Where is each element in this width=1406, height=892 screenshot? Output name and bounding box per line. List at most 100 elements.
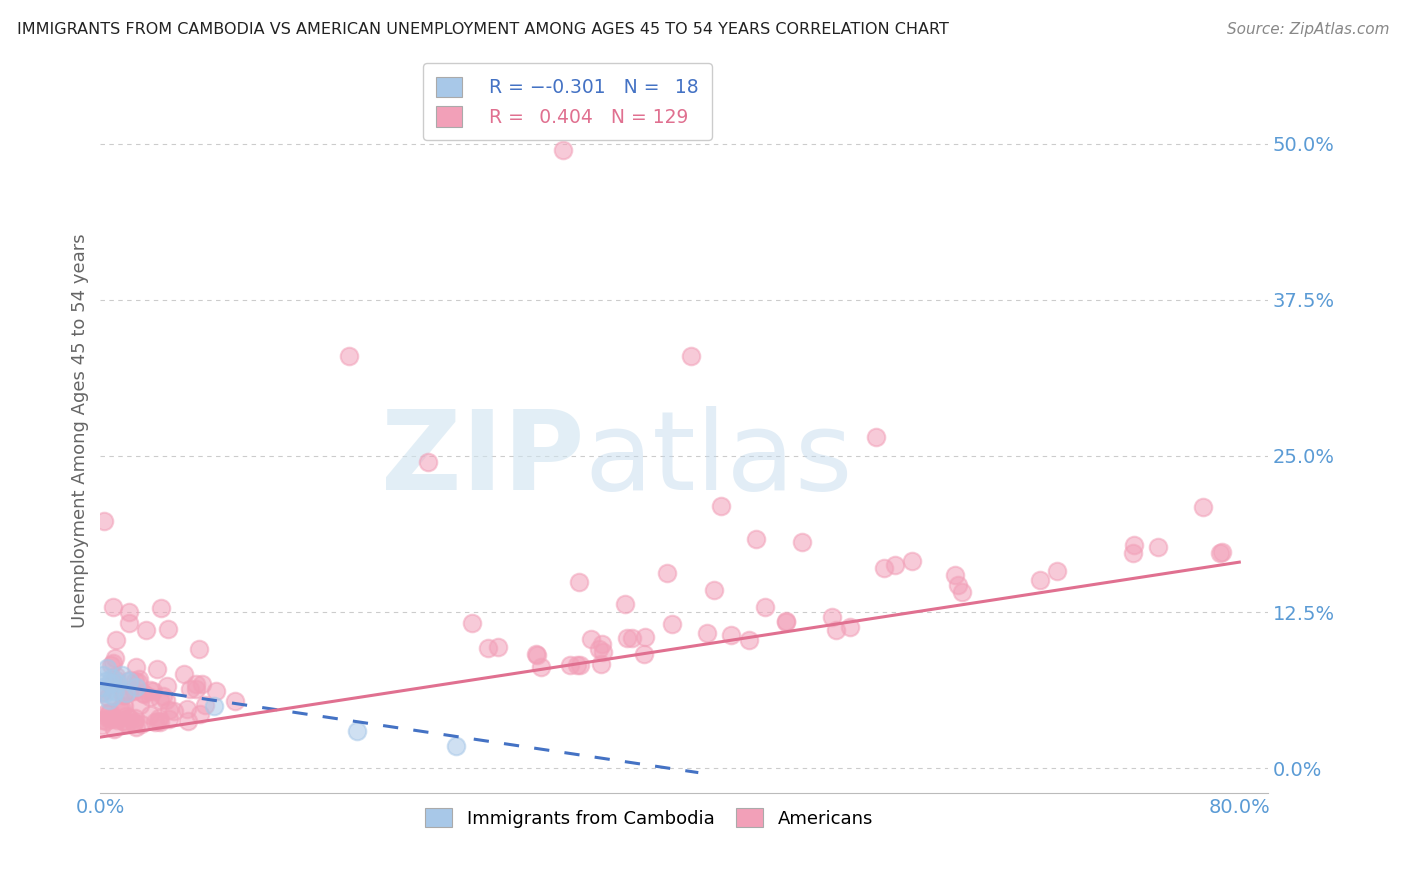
Point xyxy=(97,690,120,705)
Point xyxy=(112,689,135,703)
Point xyxy=(125,720,148,734)
Point xyxy=(94,673,117,688)
Point xyxy=(703,582,725,597)
Point xyxy=(129,698,152,712)
Point xyxy=(94,706,117,720)
Point xyxy=(157,712,180,726)
Point xyxy=(1046,565,1069,579)
Point xyxy=(224,693,246,707)
Point xyxy=(115,708,138,723)
Point xyxy=(131,717,153,731)
Point xyxy=(775,614,797,628)
Point xyxy=(176,702,198,716)
Point xyxy=(477,640,499,655)
Point xyxy=(103,711,125,725)
Point xyxy=(754,599,776,614)
Point xyxy=(821,610,844,624)
Point xyxy=(569,658,592,673)
Point xyxy=(143,714,166,729)
Point xyxy=(124,715,146,730)
Point xyxy=(125,680,148,694)
Point xyxy=(100,672,122,686)
Point xyxy=(634,630,657,644)
Point xyxy=(943,568,966,582)
Point xyxy=(104,673,127,687)
Point xyxy=(125,660,148,674)
Point xyxy=(839,620,862,634)
Point xyxy=(901,554,924,568)
Point xyxy=(486,640,509,654)
Point xyxy=(883,558,905,572)
Point xyxy=(184,677,207,691)
Point xyxy=(205,684,228,698)
Point xyxy=(115,715,138,730)
Point xyxy=(132,686,155,700)
Point xyxy=(104,650,127,665)
Point xyxy=(90,680,112,694)
Point xyxy=(142,684,165,698)
Y-axis label: Unemployment Among Ages 45 to 54 years: Unemployment Among Ages 45 to 54 years xyxy=(72,234,89,628)
Point xyxy=(94,714,117,728)
Point xyxy=(1122,539,1144,553)
Point xyxy=(710,499,733,513)
Point xyxy=(865,430,887,444)
Point xyxy=(950,584,973,599)
Point xyxy=(202,698,225,713)
Point xyxy=(101,675,124,690)
Point xyxy=(177,714,200,728)
Point xyxy=(824,624,846,638)
Point xyxy=(111,714,134,729)
Point xyxy=(589,657,612,671)
Point xyxy=(696,626,718,640)
Point xyxy=(560,657,582,672)
Point xyxy=(187,642,209,657)
Point xyxy=(946,578,969,592)
Point xyxy=(108,702,131,716)
Point xyxy=(155,693,177,707)
Point xyxy=(127,674,149,689)
Point xyxy=(146,714,169,729)
Point xyxy=(156,680,179,694)
Point xyxy=(588,642,610,657)
Point xyxy=(551,143,574,157)
Point xyxy=(120,673,142,687)
Point xyxy=(128,672,150,686)
Point xyxy=(616,631,638,645)
Point xyxy=(115,686,138,700)
Point xyxy=(118,615,141,630)
Point xyxy=(97,692,120,706)
Text: ZIP: ZIP xyxy=(381,407,585,514)
Point xyxy=(614,597,637,611)
Point xyxy=(339,349,361,363)
Point xyxy=(1192,500,1215,514)
Point xyxy=(105,633,128,648)
Point xyxy=(91,685,114,699)
Text: atlas: atlas xyxy=(585,407,853,514)
Point xyxy=(98,676,121,690)
Point xyxy=(97,707,120,722)
Point xyxy=(98,705,121,719)
Point xyxy=(186,681,208,696)
Point xyxy=(135,624,157,638)
Point xyxy=(591,637,613,651)
Point xyxy=(775,615,797,629)
Point xyxy=(738,633,761,648)
Point xyxy=(1211,545,1233,559)
Point xyxy=(100,657,122,672)
Point xyxy=(568,574,591,589)
Point xyxy=(157,622,180,636)
Point xyxy=(118,673,141,688)
Point xyxy=(138,690,160,705)
Point xyxy=(96,661,118,675)
Point xyxy=(118,605,141,619)
Point xyxy=(103,684,125,698)
Point xyxy=(346,723,368,738)
Point xyxy=(148,711,170,725)
Point xyxy=(93,686,115,700)
Point xyxy=(101,600,124,615)
Point xyxy=(745,532,768,546)
Point xyxy=(101,657,124,671)
Point xyxy=(90,718,112,732)
Point xyxy=(461,616,484,631)
Text: Source: ZipAtlas.com: Source: ZipAtlas.com xyxy=(1226,22,1389,37)
